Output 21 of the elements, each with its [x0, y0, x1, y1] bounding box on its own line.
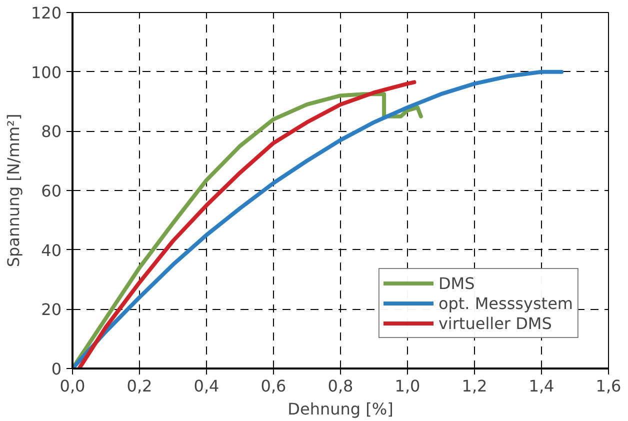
x-tick-label: 1,4	[528, 376, 554, 396]
legend-label: DMS	[438, 274, 475, 292]
x-tick-label: 0,0	[60, 376, 86, 396]
x-tick-label: 0,4	[194, 376, 220, 396]
y-tick-label: 60	[41, 182, 62, 200]
y-tick-label: 80	[41, 122, 62, 142]
x-tick-label: 1,2	[462, 376, 488, 396]
y-tick-label: 100	[30, 62, 62, 82]
y-tick-label: 20	[41, 300, 62, 320]
y-tick-label: 40	[41, 240, 62, 260]
x-tick-label: 0,8	[328, 376, 354, 396]
x-axis-title: Dehnung [%]	[288, 400, 394, 418]
x-tick-label: 1,6	[596, 376, 622, 396]
x-tick-label: 0,2	[126, 376, 152, 396]
x-tick-label: 1,0	[394, 376, 420, 396]
x-tick-label: 0,6	[260, 376, 286, 396]
y-tick-label: 0	[51, 360, 62, 378]
legend-label: virtueller DMS	[438, 314, 552, 332]
y-tick-label: 120	[30, 4, 62, 22]
y-axis-title: Spannung [N/mm²]	[4, 114, 23, 268]
legend-label: opt. Messsystem	[438, 294, 573, 312]
